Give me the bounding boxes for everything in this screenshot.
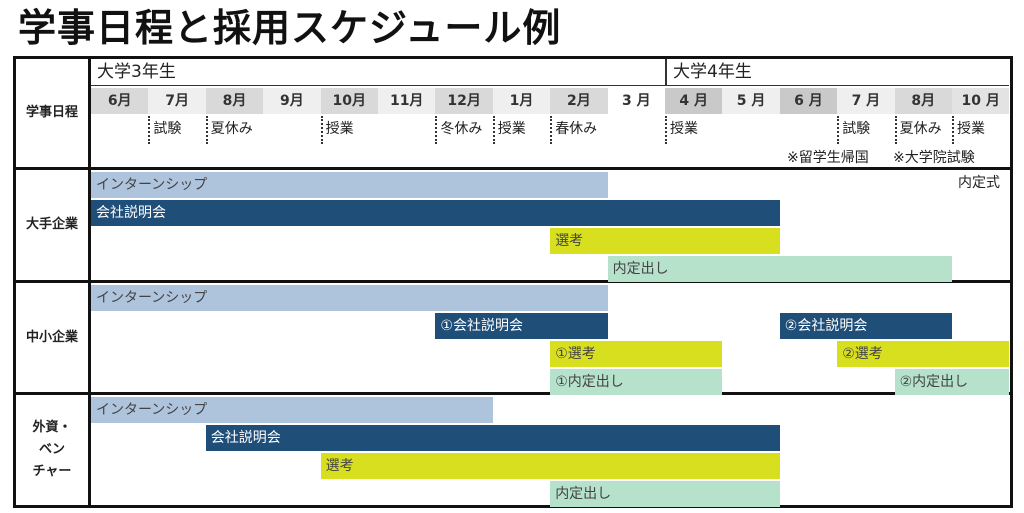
academic-event: 冬休み [435, 116, 482, 144]
section-label-academic: 学事日程 [25, 105, 78, 120]
briefing-bar: ②会社説明会 [779, 313, 952, 339]
offer-bar: 内定出し [607, 256, 952, 282]
offer-bar: ②内定出し [894, 369, 1010, 395]
briefing-bar: 会社説明会 [205, 425, 780, 451]
month-header: 4 月 [665, 88, 723, 114]
month-header: 1月 [492, 88, 551, 114]
month-header: 3 月 [607, 88, 665, 114]
section-divider [13, 167, 1013, 170]
section-label: 大手企業 [25, 217, 78, 232]
month-header: 12月 [435, 88, 493, 114]
page-title: 学事日程と採用スケジュール例 [18, 6, 562, 50]
month-header: 7 月 [837, 88, 895, 114]
offer-bar: 内定出し [550, 481, 780, 507]
academic-event: 夏休み [205, 116, 253, 144]
section-label: 外資・ ベン チャー [32, 420, 72, 479]
select-bar: 選考 [550, 228, 780, 254]
academic-event: 授業 [952, 116, 985, 144]
year-header: 大学4年生 [665, 59, 1010, 86]
briefing-bar: 会社説明会 [91, 200, 780, 226]
academic-event: 授業 [492, 116, 526, 144]
intern-bar: インターンシップ [91, 397, 493, 423]
offer-bar: ①内定出し [550, 369, 723, 395]
academic-event: 試験 [837, 116, 870, 144]
academic-event: 授業 [320, 116, 354, 144]
ceremony-label: 内定式 [958, 175, 1000, 191]
academic-event: 夏休み [894, 116, 942, 144]
briefing-bar: ①会社説明会 [435, 313, 608, 339]
month-header: 7月 [148, 88, 206, 114]
select-bar: 選考 [320, 453, 780, 479]
month-header: 11月 [378, 88, 436, 114]
month-header: 6 月 [779, 88, 838, 114]
month-header: 10月 [320, 88, 378, 114]
note-text: ※留学生帰国 [787, 150, 869, 166]
section-divider [13, 280, 1013, 283]
month-header: 9月 [263, 88, 321, 114]
select-bar: ②選考 [837, 341, 1010, 367]
intern-bar: インターンシップ [91, 285, 608, 311]
section-divider [13, 392, 1013, 395]
section-label: 中小企業 [25, 330, 78, 345]
month-header: 8月 [894, 88, 952, 114]
month-header: 5 月 [722, 88, 780, 114]
select-bar: ①選考 [550, 341, 723, 367]
month-header: 6月 [91, 88, 149, 114]
academic-event: 春休み [550, 116, 597, 144]
year-header: 大学3年生 [91, 59, 665, 86]
academic-event: 授業 [665, 116, 698, 144]
month-header: 8月 [205, 88, 264, 114]
intern-bar: インターンシップ [91, 172, 608, 198]
month-header: 10 月 [952, 88, 1010, 114]
academic-event: 試験 [148, 116, 181, 144]
month-header: 2月 [550, 88, 608, 114]
note-text: ※大学院試験 [893, 150, 975, 166]
